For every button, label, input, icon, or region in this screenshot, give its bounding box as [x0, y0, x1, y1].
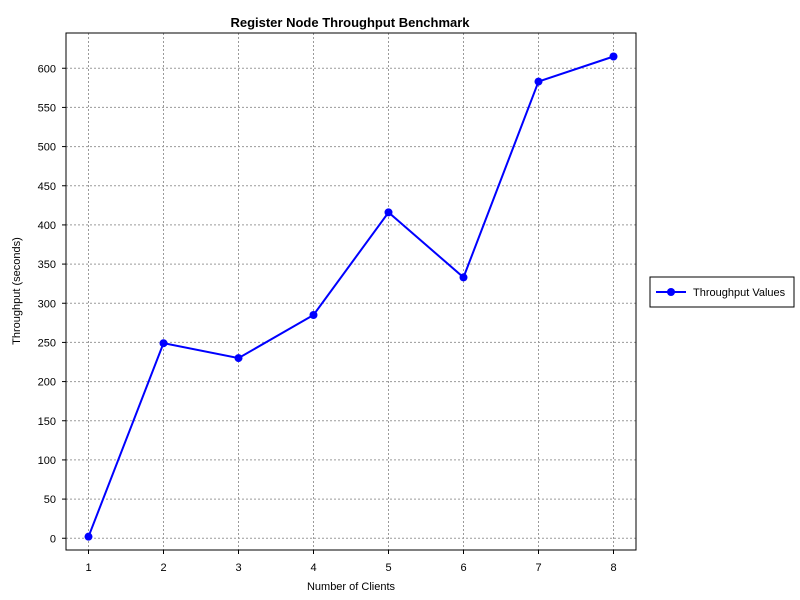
y-axis-label: Throughput (seconds): [11, 237, 23, 345]
data-point: [159, 339, 168, 348]
legend-entry-throughput-values: Throughput Values: [693, 287, 786, 299]
y-tick-label: 100: [38, 455, 56, 467]
y-tick-label: 500: [38, 142, 56, 154]
series-layer: [84, 52, 618, 541]
y-tick-label: 350: [38, 259, 56, 271]
data-point: [234, 354, 243, 363]
x-tick-label: 5: [385, 562, 391, 574]
x-axis-label: Number of Clients: [307, 581, 396, 593]
y-tick-label: 600: [38, 63, 56, 75]
y-tick-label: 50: [44, 494, 56, 506]
x-tick-label: 3: [235, 562, 241, 574]
y-tick-label: 250: [38, 337, 56, 349]
chart-title: Register Node Throughput Benchmark: [230, 15, 470, 30]
x-tick-label: 7: [535, 562, 541, 574]
x-tick-label: 2: [160, 562, 166, 574]
x-axis: 1 2 3 4 5 6 7 8: [85, 550, 617, 574]
series-line-throughput-values: [87, 55, 614, 538]
plot-area: [65, 32, 637, 551]
y-tick-label: 150: [38, 416, 56, 428]
data-point: [459, 273, 468, 282]
data-point: [534, 77, 543, 86]
data-point: [609, 52, 618, 61]
y-tick-label: 550: [38, 102, 56, 114]
data-point: [84, 532, 93, 541]
data-point: [309, 311, 318, 319]
legend: Throughput Values: [649, 276, 795, 308]
y-tick-label: 450: [38, 181, 56, 193]
grid: [66, 33, 636, 550]
x-tick-label: 4: [310, 562, 316, 574]
y-tick-label: 400: [38, 220, 56, 232]
x-tick-label: 6: [460, 562, 466, 574]
x-tick-label: 8: [610, 562, 616, 574]
y-tick-label: 200: [38, 377, 56, 389]
y-tick-label: 0: [50, 533, 56, 545]
legend-marker-swatch: [667, 288, 675, 296]
y-axis: 0 50 100 150 200 250 300 350 400 450 500 550 600: [38, 63, 66, 545]
x-tick-label: 1: [85, 562, 91, 574]
y-tick-label: 300: [38, 298, 56, 310]
data-point: [384, 208, 393, 217]
